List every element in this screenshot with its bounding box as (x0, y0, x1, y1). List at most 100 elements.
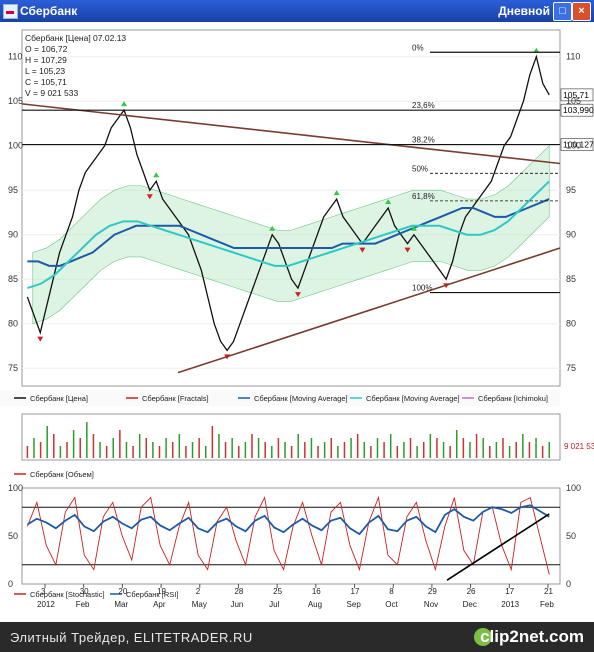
x-month-label: 2013 (501, 600, 519, 609)
osc-trendline (446, 513, 550, 581)
series-line-0 (26, 54, 550, 352)
x-month-label: Feb (540, 600, 554, 609)
price-tag-box (560, 88, 594, 102)
price-tag: 103,990 (563, 105, 594, 115)
clip2net-logo-icon (474, 628, 492, 646)
x-month-label: Apr (153, 600, 166, 609)
chart-area[interactable]: 0% 23,6% 38,2% 50% 61,8% 100% 105,71 103,990 100… (0, 22, 594, 622)
osc-y-tick-left: 0 (8, 579, 13, 589)
ichimoku-cloud (32, 144, 550, 325)
y-tick-right: 90 (566, 230, 576, 240)
fractal-up-marker (153, 172, 160, 178)
y-tick-left: 90 (8, 230, 18, 240)
osc-y-tick-left: 100 (8, 483, 23, 493)
volume-bars: 9 021 53 (26, 422, 594, 458)
y-tick-left: 75 (8, 363, 18, 373)
footer-bar: Элитный Трейдер, ELITETRADER.RU clip2net… (0, 622, 594, 652)
fractal-down-marker (146, 194, 153, 200)
y-tick-right: 85 (566, 274, 576, 284)
y-tick-left: 110 (8, 52, 22, 62)
fractal-up-marker (333, 190, 340, 196)
price-y-axis: 110 110 105 105 100 100 95 95 90 90 85 85 80 80 75 75 (8, 52, 581, 374)
info-title: Сбербанк [Цена] 07.02.13 (25, 33, 126, 43)
x-month-label: Mar (114, 600, 128, 609)
app-icon (3, 4, 18, 19)
y-tick-right: 80 (566, 319, 576, 329)
period-label[interactable]: Дневной (498, 4, 550, 18)
legend-label: Сбербанк [Цена] (30, 394, 88, 403)
osc-y-tick-right: 50 (566, 531, 576, 541)
price-tag-box (560, 138, 594, 151)
osc-y-tick-right: 100 (566, 483, 581, 493)
osc-y-tick-left: 50 (8, 531, 18, 541)
fib-level-label: 38,2% (412, 136, 435, 145)
legend-label: Сбербанк [Moving Average] (254, 394, 348, 403)
x-day-label: 29 (428, 587, 437, 596)
fractal-up-marker (410, 225, 417, 231)
fractal-up-marker (269, 225, 276, 231)
series-line-1 (27, 198, 550, 267)
x-month-label: 2012 (37, 600, 55, 609)
y-tick-left: 85 (8, 274, 18, 284)
x-day-label: 8 (389, 587, 394, 596)
fib-level-label: 50% (412, 164, 428, 173)
trendline (21, 103, 561, 165)
x-day-label: 3 (41, 587, 46, 596)
x-month-label: Oct (385, 600, 398, 609)
y-tick-left: 105 (8, 96, 23, 106)
x-month-label: May (192, 600, 207, 609)
series-line-2 (27, 180, 550, 290)
x-day-label: 2 (196, 587, 201, 596)
y-tick-left: 100 (8, 141, 23, 151)
x-day-label: 26 (467, 587, 476, 596)
x-month-label: Sep (347, 600, 362, 609)
fib-level-label: 100% (412, 284, 432, 293)
info-low: L = 105,23 (25, 66, 65, 76)
legend-label: Сбербанк [Объем] (30, 470, 94, 479)
x-month-label: Nov (424, 600, 438, 609)
brand-text: clip2net.com (480, 627, 584, 646)
x-month-label: Jul (269, 600, 279, 609)
x-month-label: Dec (463, 600, 477, 609)
price-legend-bar (0, 390, 560, 406)
fibonacci-levels: 0% 23,6% 38,2% 50% 61,8% 100% 105,71 103,990 100… (22, 43, 594, 294)
x-month-label: Aug (308, 600, 322, 609)
y-tick-left: 80 (8, 319, 18, 329)
fib-level-label: 23,6% (412, 101, 435, 110)
fractal-up-marker (121, 101, 128, 107)
trendlines (21, 103, 561, 374)
window-title: Сбербанк (20, 4, 78, 18)
legends: Сбербанк [Цена] Сбербанк [Fractals] Сберба… (0, 390, 560, 599)
price-tag-box (560, 103, 594, 117)
info-close: C = 105,71 (25, 77, 67, 87)
fractal-down-marker (404, 247, 411, 253)
info-volume: V = 9 021 533 (25, 88, 78, 98)
x-day-label: 16 (312, 587, 321, 596)
legend-label: Сбербанк [RSI] (126, 590, 178, 599)
maximize-button[interactable]: □ (553, 2, 572, 21)
x-day-label: 20 (118, 587, 127, 596)
legend-label: Сбербанк [Fractals] (142, 394, 209, 403)
legend-label: Сбербанк [Stochastic] (30, 590, 105, 599)
x-day-label: 17 (351, 587, 360, 596)
legend-label: Сбербанк [Moving Average] (366, 394, 460, 403)
x-month-label: Jun (230, 600, 243, 609)
x-day-label: 30 (80, 587, 89, 596)
watermark-text: Элитный Трейдер, ELITETRADER.RU (10, 630, 253, 645)
osc-series-1 (26, 504, 550, 536)
info-high: H = 107,29 (25, 55, 67, 65)
x-axis: 3 2012 30 Feb 20 Mar 19 Apr 2 May 28 Jun 25 Jul 16 Aug 1… (37, 584, 554, 609)
trendline (177, 247, 561, 374)
fractal-down-marker (294, 292, 301, 298)
fractal-down-marker (359, 247, 366, 253)
volume-value-label: 9 021 53 (564, 442, 594, 451)
ohlc-info: Сбербанк [Цена] 07.02.13 O = 106,72 H = … (25, 33, 126, 98)
x-day-label: 28 (234, 587, 243, 596)
price-series (26, 47, 550, 360)
close-button[interactable]: × (572, 2, 591, 21)
fractal-up-marker (385, 199, 392, 204)
osc-y-tick-right: 0 (566, 579, 571, 589)
y-tick-right: 105 (566, 96, 581, 106)
x-day-label: 19 (157, 587, 166, 596)
x-day-label: 21 (544, 587, 553, 596)
